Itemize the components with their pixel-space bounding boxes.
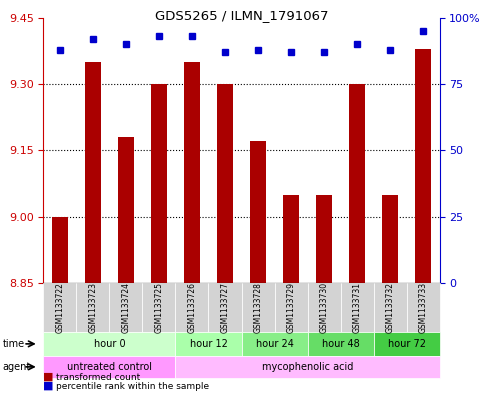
- Bar: [349, 84, 365, 283]
- Text: transformed count: transformed count: [56, 373, 140, 382]
- Text: GSM1133723: GSM1133723: [88, 282, 98, 333]
- Text: GSM1133730: GSM1133730: [320, 282, 328, 333]
- Text: GSM1133722: GSM1133722: [56, 282, 64, 333]
- Text: GSM1133732: GSM1133732: [385, 282, 395, 333]
- Bar: [217, 84, 233, 283]
- Bar: [382, 195, 398, 283]
- Bar: [52, 217, 68, 283]
- Text: GSM1133727: GSM1133727: [221, 282, 229, 333]
- Bar: [283, 195, 299, 283]
- Bar: [85, 62, 101, 283]
- Text: GSM1133728: GSM1133728: [254, 282, 262, 333]
- Text: percentile rank within the sample: percentile rank within the sample: [56, 382, 209, 391]
- Text: GSM1133733: GSM1133733: [419, 282, 427, 333]
- Bar: [151, 84, 167, 283]
- Text: GSM1133731: GSM1133731: [353, 282, 361, 333]
- Text: hour 24: hour 24: [256, 339, 294, 349]
- Text: GSM1133726: GSM1133726: [187, 282, 197, 333]
- Text: GDS5265 / ILMN_1791067: GDS5265 / ILMN_1791067: [155, 9, 328, 22]
- Text: ■: ■: [43, 381, 54, 391]
- Bar: [118, 137, 134, 283]
- Text: hour 72: hour 72: [387, 339, 426, 349]
- Text: hour 0: hour 0: [94, 339, 125, 349]
- Text: untreated control: untreated control: [67, 362, 152, 372]
- Bar: [184, 62, 200, 283]
- Text: GSM1133729: GSM1133729: [286, 282, 296, 333]
- Text: agent: agent: [2, 362, 30, 372]
- Bar: [250, 141, 266, 283]
- Text: ■: ■: [43, 372, 54, 382]
- Text: time: time: [2, 339, 25, 349]
- Text: hour 48: hour 48: [322, 339, 359, 349]
- Text: hour 12: hour 12: [189, 339, 227, 349]
- Bar: [316, 195, 332, 283]
- Bar: [415, 49, 431, 283]
- Text: mycophenolic acid: mycophenolic acid: [262, 362, 353, 372]
- Text: GSM1133724: GSM1133724: [122, 282, 130, 333]
- Text: GSM1133725: GSM1133725: [155, 282, 163, 333]
